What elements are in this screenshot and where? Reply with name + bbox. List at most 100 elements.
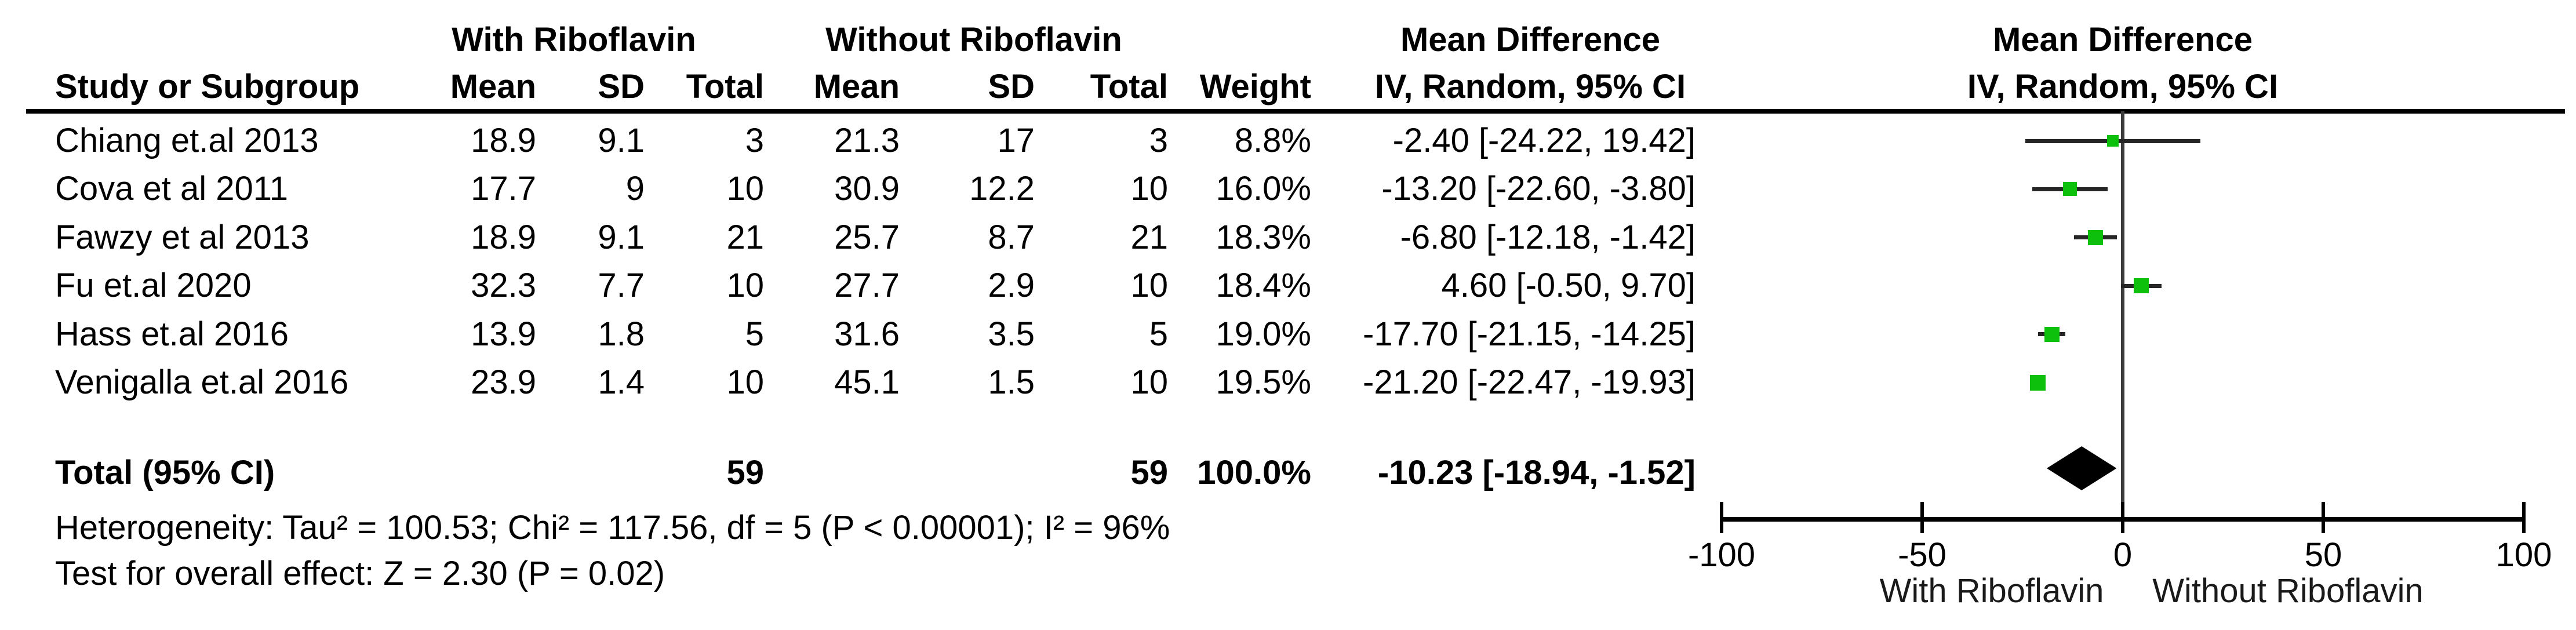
cell-sd2: 17 (997, 122, 1035, 159)
cell-total1: 10 (726, 363, 764, 401)
cell-study: Venigalla et.al 2016 (55, 363, 349, 401)
col-total1-header: Total (686, 68, 764, 105)
cell-sd1: 1.4 (598, 363, 645, 401)
axis-tick-label: 100 (2495, 536, 2552, 574)
cell-sd1: 9.1 (598, 218, 645, 256)
zero-line (2121, 111, 2124, 520)
cell-mean1: 18.9 (471, 122, 536, 159)
cell-md_text: -2.40 [-24.22, 19.42] (1392, 122, 1695, 159)
cell-sd1: 9 (625, 170, 645, 208)
axis-tick (1920, 502, 1924, 533)
cell-study: Cova et al 2011 (55, 170, 288, 208)
cell-md_text: -21.20 [-22.47, -19.93] (1363, 363, 1695, 401)
cell-total2: 3 (1149, 122, 1168, 159)
total-row-total1: 59 (726, 454, 764, 491)
axis-tick-label: 0 (2113, 536, 2133, 574)
plot-header: Mean Difference (1992, 21, 2253, 59)
cell-mean2: 21.3 (834, 122, 900, 159)
cell-sd2: 3.5 (988, 315, 1035, 353)
axis-tick (2322, 502, 2325, 533)
cell-sd1: 1.8 (598, 315, 645, 353)
cell-sd2: 1.5 (988, 363, 1035, 401)
group1-header: With Riboflavin (452, 21, 696, 59)
col-mean2-header: Mean (813, 68, 900, 105)
axis-tick (2522, 502, 2526, 533)
effect-square (2029, 374, 2046, 391)
cell-weight: 19.0% (1216, 315, 1311, 353)
effect-square (2062, 182, 2077, 196)
cell-total2: 10 (1130, 170, 1168, 208)
cell-mean2: 31.6 (834, 315, 900, 353)
cell-total2: 10 (1130, 267, 1168, 305)
axis-label-left: With Riboflavin (1879, 572, 2104, 610)
axis-tick (1720, 502, 1723, 533)
axis-tick-label: 50 (2304, 536, 2342, 574)
cell-mean2: 30.9 (834, 170, 900, 208)
total-diamond (2046, 446, 2117, 490)
total-row-label: Total (95% CI) (55, 454, 275, 491)
table-row: Fu et.al 2020 32.3 7.7 10 27.7 2.9 10 18.4% 4.60… (0, 261, 1716, 310)
header-rule (26, 109, 2565, 114)
cell-md_text: -17.70 [-21.15, -14.25] (1363, 315, 1695, 353)
axis-label-right: Without Riboflavin (2152, 572, 2424, 610)
col-mean1-header: Mean (450, 68, 536, 105)
table-row: Hass et.al 2016 13.9 1.8 5 31.6 3.5 5 19.0% -17.… (0, 310, 1716, 359)
group2-header: Without Riboflavin (825, 21, 1122, 59)
plot-ci-header: IV, Random, 95% CI (1967, 68, 2279, 105)
cell-study: Chiang et.al 2013 (55, 122, 319, 159)
effect-square (2044, 326, 2060, 342)
cell-study: Fu et.al 2020 (55, 267, 252, 305)
effect-square (2087, 230, 2103, 245)
table-row: Chiang et.al 2013 18.9 9.1 3 21.3 17 3 8.8% -2.4… (0, 116, 1716, 165)
cell-mean2: 25.7 (834, 218, 900, 256)
axis-tick-label: -100 (1687, 536, 1756, 574)
col-study-header: Study or Subgroup (55, 68, 360, 105)
axis-tick (2121, 502, 2124, 533)
cell-weight: 8.8% (1234, 122, 1311, 159)
cell-mean2: 45.1 (834, 363, 900, 401)
col-sd1-header: SD (598, 68, 645, 105)
cell-mean1: 13.9 (471, 315, 536, 353)
cell-total2: 21 (1130, 218, 1168, 256)
study-table: Chiang et.al 2013 18.9 9.1 3 21.3 17 3 8.8% -2.4… (0, 116, 1716, 407)
axis-tick-label: -50 (1898, 536, 1946, 574)
effect-square (2133, 278, 2149, 294)
table-row: Cova et al 2011 17.7 9 10 30.9 12.2 10 16.0% -13… (0, 165, 1716, 213)
cell-total1: 3 (745, 122, 764, 159)
cell-mean2: 27.7 (834, 267, 900, 305)
cell-sd2: 8.7 (988, 218, 1035, 256)
table-row: Fawzy et al 2013 18.9 9.1 21 25.7 8.7 21 18.3% -… (0, 213, 1716, 262)
col-total2-header: Total (1090, 68, 1168, 105)
cell-weight: 18.4% (1216, 267, 1311, 305)
cell-mean1: 23.9 (471, 363, 536, 401)
cell-sd2: 2.9 (988, 267, 1035, 305)
cell-mean1: 17.7 (471, 170, 536, 208)
cell-mean1: 32.3 (471, 267, 536, 305)
cell-md_text: 4.60 [-0.50, 9.70] (1441, 267, 1695, 305)
total-row-total2: 59 (1130, 454, 1168, 491)
cell-mean1: 18.9 (471, 218, 536, 256)
cell-weight: 18.3% (1216, 218, 1311, 256)
cell-total1: 10 (726, 170, 764, 208)
cell-total2: 10 (1130, 363, 1168, 401)
cell-sd2: 12.2 (969, 170, 1035, 208)
cell-total1: 10 (726, 267, 764, 305)
col-sd2-header: SD (988, 68, 1035, 105)
cell-sd1: 7.7 (598, 267, 645, 305)
overall-effect-text: Test for overall effect: Z = 2.30 (P = 0… (55, 555, 665, 592)
col-weight-header: Weight (1199, 68, 1311, 105)
cell-md_text: -6.80 [-12.18, -1.42] (1400, 218, 1695, 256)
total-row-weight: 100.0% (1197, 454, 1311, 491)
cell-sd1: 9.1 (598, 122, 645, 159)
cell-study: Hass et.al 2016 (55, 315, 289, 353)
cell-total1: 5 (745, 315, 764, 353)
md-column-header: Mean Difference (1400, 21, 1661, 59)
cell-total2: 5 (1149, 315, 1168, 353)
total-row-md: -10.23 [-18.94, -1.52] (1377, 454, 1695, 491)
effect-square (2107, 135, 2119, 147)
cell-study: Fawzy et al 2013 (55, 218, 310, 256)
heterogeneity-text: Heterogeneity: Tau² = 100.53; Chi² = 117… (55, 509, 1170, 547)
table-row: Venigalla et.al 2016 23.9 1.4 10 45.1 1.5 10 19… (0, 358, 1716, 407)
